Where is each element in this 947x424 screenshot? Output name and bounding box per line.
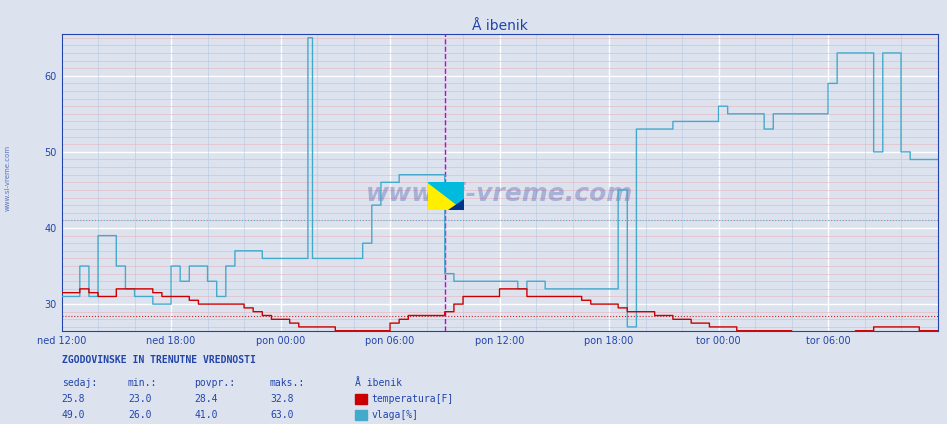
Text: 49.0: 49.0	[62, 410, 85, 420]
Title: Å ibenik: Å ibenik	[472, 19, 527, 33]
Text: sedaj:: sedaj:	[62, 378, 97, 388]
Text: ZGODOVINSKE IN TRENUTNE VREDNOSTI: ZGODOVINSKE IN TRENUTNE VREDNOSTI	[62, 354, 256, 365]
Text: maks.:: maks.:	[270, 378, 305, 388]
Text: 28.4: 28.4	[194, 394, 218, 404]
Text: 32.8: 32.8	[270, 394, 294, 404]
Text: www.si-vreme.com: www.si-vreme.com	[5, 145, 10, 211]
Text: temperatura[F]: temperatura[F]	[371, 394, 454, 404]
Text: Å ibenik: Å ibenik	[355, 378, 402, 388]
Polygon shape	[448, 199, 464, 210]
Text: 63.0: 63.0	[270, 410, 294, 420]
Polygon shape	[428, 182, 464, 210]
Text: min.:: min.:	[128, 378, 157, 388]
Text: 26.0: 26.0	[128, 410, 152, 420]
Text: 23.0: 23.0	[128, 394, 152, 404]
Text: 25.8: 25.8	[62, 394, 85, 404]
Text: povpr.:: povpr.:	[194, 378, 235, 388]
Text: www.si-vreme.com: www.si-vreme.com	[366, 182, 634, 206]
Text: vlaga[%]: vlaga[%]	[371, 410, 419, 420]
Polygon shape	[428, 182, 464, 210]
Text: 41.0: 41.0	[194, 410, 218, 420]
